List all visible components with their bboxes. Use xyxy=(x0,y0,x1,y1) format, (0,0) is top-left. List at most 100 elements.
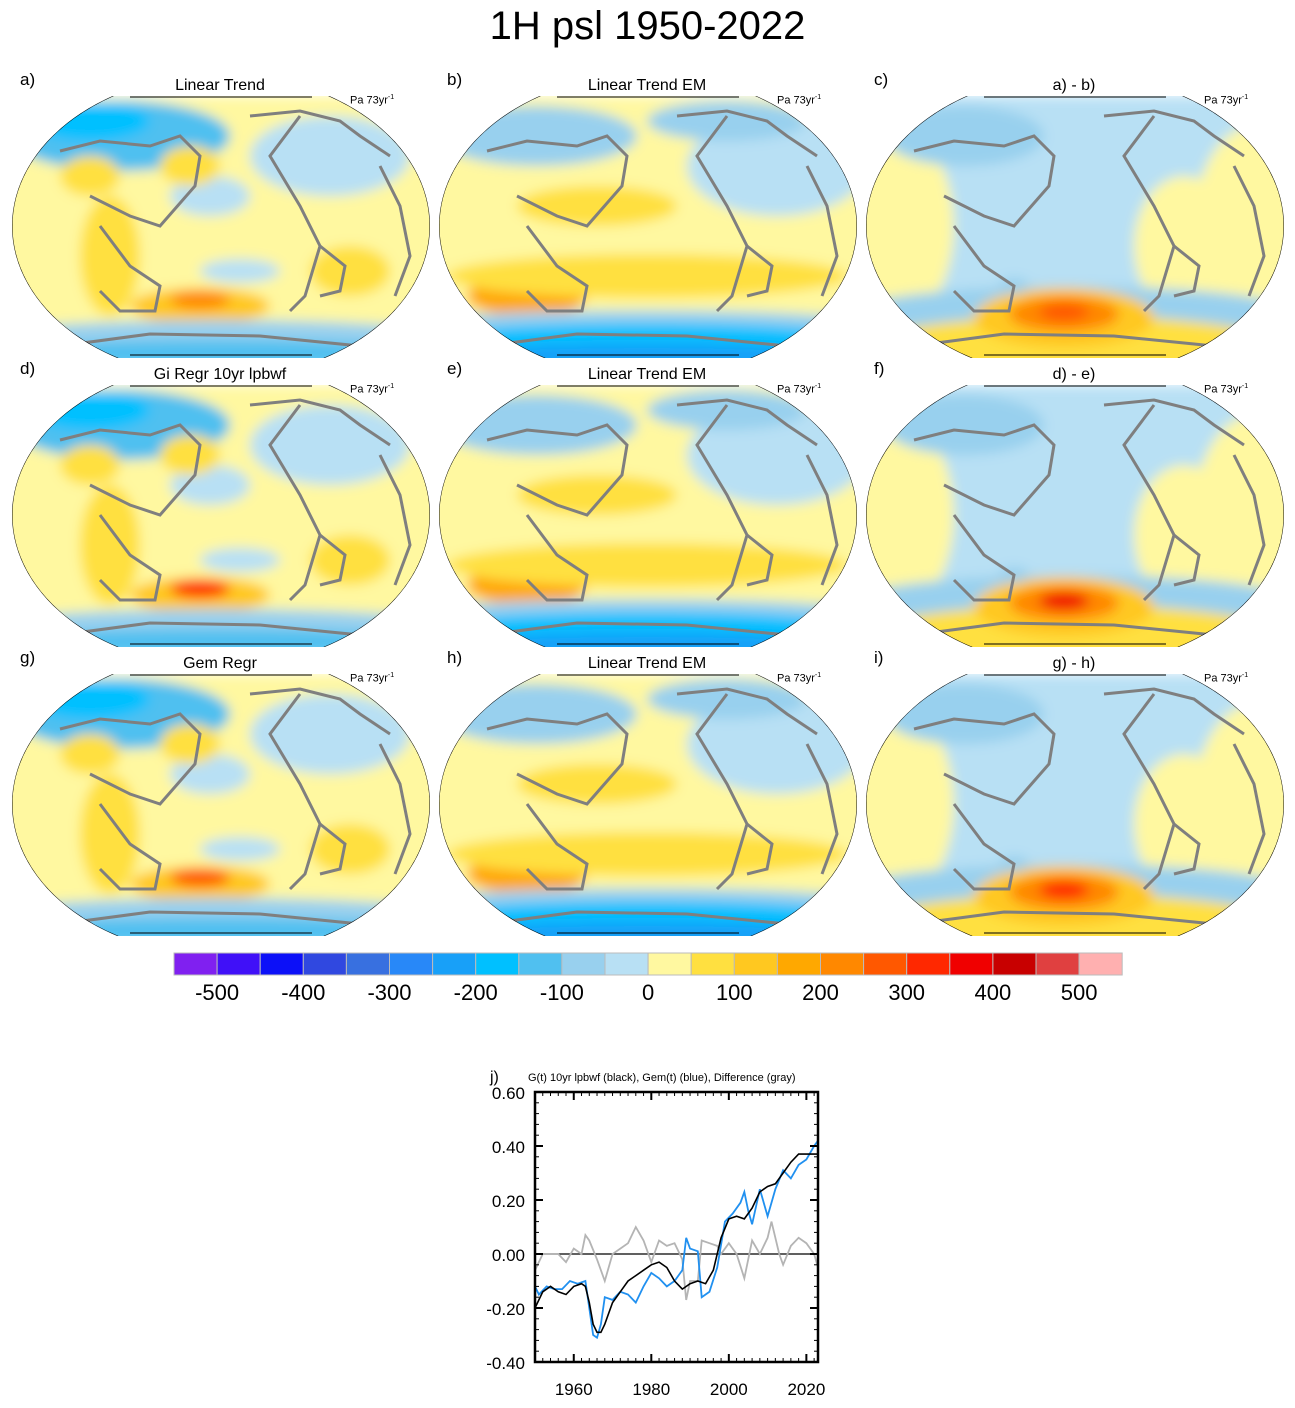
coastline xyxy=(319,244,347,298)
colorbar-tick-label: 100 xyxy=(716,980,753,1005)
y-tick-label: -0.20 xyxy=(486,1300,525,1319)
coastline xyxy=(805,454,839,586)
coastline xyxy=(1232,165,1266,297)
units-label: Pa 73yr-1 xyxy=(1204,672,1249,685)
panel-label: i) xyxy=(874,648,884,667)
colorbar-swatch xyxy=(302,952,347,976)
coastline xyxy=(913,423,1056,517)
colorbar-swatch xyxy=(733,952,778,976)
contour-region xyxy=(866,894,1284,936)
coastline xyxy=(486,134,629,228)
contour-region xyxy=(200,259,280,283)
map xyxy=(12,385,430,647)
coastline xyxy=(98,803,162,891)
contour-region xyxy=(160,724,220,764)
coastline xyxy=(249,398,391,447)
coastline xyxy=(59,910,361,926)
map xyxy=(866,385,1284,647)
map xyxy=(866,674,1284,936)
contour-region xyxy=(12,629,430,647)
contour-region xyxy=(884,106,1044,166)
map xyxy=(866,96,1284,358)
units-label: Pa 73yr-1 xyxy=(777,672,822,685)
map-panel-d: d) Gi Regr 10yr lpbwf Pa 73yr-1 xyxy=(0,359,430,647)
contour-region xyxy=(30,101,150,141)
contour-region xyxy=(200,837,280,861)
contour-region xyxy=(884,395,1044,455)
coastline xyxy=(805,165,839,297)
panel-label: f) xyxy=(874,359,885,378)
coastline xyxy=(676,398,818,447)
y-tick-label: 0.60 xyxy=(492,1084,525,1103)
series-line xyxy=(534,1221,819,1301)
series-line xyxy=(534,1153,818,1334)
coastline xyxy=(913,621,1215,637)
contour-region xyxy=(30,679,150,719)
contour-region xyxy=(12,340,430,358)
contour-region xyxy=(517,764,677,804)
contour-region xyxy=(647,101,807,141)
contour-region xyxy=(30,390,150,430)
contour-region xyxy=(866,704,954,904)
contour-region xyxy=(250,116,410,196)
contour-region xyxy=(647,390,807,430)
colorbar-tick-label: 0 xyxy=(642,980,654,1005)
map-panel-f: f) d) - e) Pa 73yr-1 xyxy=(854,359,1284,647)
coastline xyxy=(525,803,589,891)
colorbar-swatch xyxy=(949,952,994,976)
contour-region xyxy=(866,605,1284,647)
colorbar-tick-label: 500 xyxy=(1061,980,1098,1005)
panel-title: d) - e) xyxy=(1052,366,1096,383)
contour-region xyxy=(310,535,390,585)
contour-region xyxy=(447,254,847,298)
coastline xyxy=(268,693,322,891)
y-tick-label: 0.00 xyxy=(492,1246,525,1265)
colorbar-swatch xyxy=(604,952,649,976)
map-panel-c: c) a) - b) Pa 73yr-1 xyxy=(854,70,1284,358)
contour-region xyxy=(250,694,410,774)
map-panel-b: b) Linear Trend EM Pa 73yr-1 xyxy=(427,70,857,358)
coastline xyxy=(805,743,839,875)
contour-region xyxy=(60,734,120,774)
coastline xyxy=(1122,115,1176,313)
coastline xyxy=(695,693,749,891)
contour-region xyxy=(1039,881,1089,899)
contour-region xyxy=(439,633,857,647)
coastline xyxy=(59,712,202,806)
colorbar-swatch xyxy=(561,952,606,976)
colorbar-tick-label: 300 xyxy=(888,980,925,1005)
colorbar-swatch xyxy=(647,952,692,976)
contour-region xyxy=(170,869,230,887)
units-label: Pa 73yr-1 xyxy=(777,383,822,396)
map-panel-h: h) Linear Trend EM Pa 73yr-1 xyxy=(427,648,857,936)
contour-region xyxy=(439,344,857,358)
colorbar-swatch xyxy=(345,952,390,976)
coastline xyxy=(378,165,412,297)
coastline xyxy=(952,225,1016,313)
contour-region xyxy=(866,316,1284,358)
contour-region xyxy=(447,543,847,587)
units-label: Pa 73yr-1 xyxy=(350,383,395,396)
panel-title: Linear Trend EM xyxy=(587,77,707,94)
y-tick-label: 0.20 xyxy=(492,1192,525,1211)
coastline xyxy=(1173,822,1201,876)
coastline xyxy=(378,454,412,586)
plot-frame xyxy=(533,1090,820,1364)
contour-region xyxy=(884,684,1044,744)
map xyxy=(439,96,857,358)
map-panel-g: g) Gem Regr Pa 73yr-1 xyxy=(0,648,430,936)
map-panel-a: a) Linear Trend Pa 73yr-1 xyxy=(0,70,430,358)
contour-region xyxy=(250,405,410,485)
panel-label: b) xyxy=(447,70,463,89)
units-label: Pa 73yr-1 xyxy=(1204,383,1249,396)
coastline xyxy=(486,910,788,926)
panel-title: Gem Regr xyxy=(183,655,257,672)
map-panel-i: i) g) - h) Pa 73yr-1 xyxy=(854,648,1284,936)
contour-region xyxy=(866,126,954,326)
coastline xyxy=(268,115,322,313)
contour-region xyxy=(60,156,120,196)
coastline xyxy=(1122,693,1176,891)
contour-region xyxy=(447,832,847,876)
panel-label: c) xyxy=(874,70,889,89)
panel-label: d) xyxy=(20,359,36,378)
